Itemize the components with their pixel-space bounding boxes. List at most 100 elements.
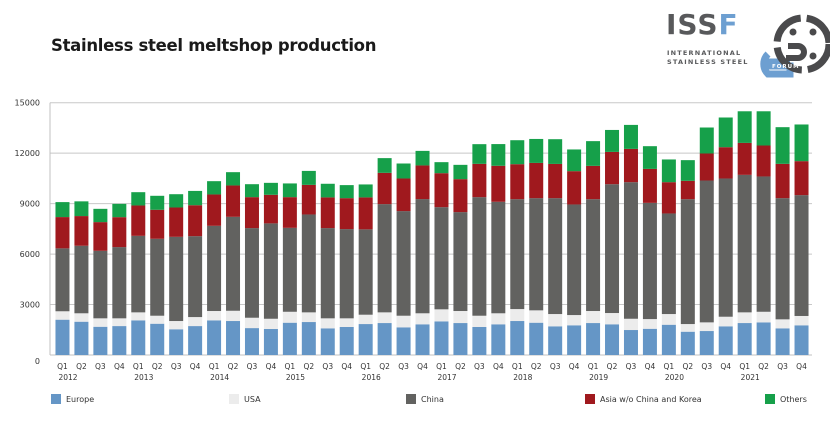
bar-segment-asia-w-o-china-and-korea [207, 194, 222, 226]
chart-legend: Europe USA China Asia w/o China and Korea Ot… [0, 394, 840, 414]
bar-segment-china [188, 236, 203, 318]
bar-segment-others [358, 184, 373, 198]
legend-label: USA [244, 394, 261, 404]
bar-segment-china [207, 225, 222, 312]
bar-segment-others [434, 162, 449, 174]
bar-segment-others [55, 202, 70, 218]
x-tick-label: Q4 [417, 362, 428, 371]
bar-segment-others [263, 182, 278, 195]
logo-line-1: INTERNATIONAL [667, 49, 742, 57]
bar-segment-europe [623, 330, 638, 355]
bar-segment-usa [244, 317, 259, 329]
bar-segment-europe [282, 322, 297, 355]
bar-segment-europe [415, 324, 430, 355]
bar-segment-asia-w-o-china-and-korea [188, 205, 203, 237]
bar-segment-asia-w-o-china-and-korea [396, 178, 411, 212]
bar-segment-europe [55, 319, 70, 355]
logo-line-2: STAINLESS STEEL [667, 58, 749, 66]
bar-segment-china [605, 184, 620, 314]
x-tick-label: Q1 [739, 362, 750, 371]
bar-segment-china [282, 227, 297, 312]
bar-segment-asia-w-o-china-and-korea [623, 148, 638, 183]
bar-segment-europe [188, 326, 203, 355]
bar-segment-usa [377, 312, 392, 324]
bar-segment-usa [131, 312, 146, 321]
bar-segment-others [169, 194, 184, 208]
bar-segment-usa [112, 318, 127, 327]
bar-segment-china [718, 178, 733, 317]
bar-segment-asia-w-o-china-and-korea [510, 164, 525, 200]
x-tick-label: Q2 [228, 362, 239, 371]
bar-segment-china [112, 247, 127, 319]
bar-segment-europe [529, 322, 544, 355]
bar-segment-usa [661, 314, 676, 325]
y-tick-label: 9000 [20, 200, 40, 209]
stacked-bar-chart: 0 3000 6000 9000 12000 15000 Q1 2012 Q2 Q3 Q4 Q1 201… [15, 99, 812, 382]
bar-segment-asia-w-o-china-and-korea [339, 198, 354, 230]
bar-segment-europe [301, 322, 316, 355]
x-tick-label: Q4 [266, 362, 277, 371]
bar-segment-europe [699, 331, 714, 355]
bar-segment-china [680, 199, 695, 325]
bar-segment-usa [586, 311, 601, 324]
bar-segment-usa [605, 313, 620, 325]
bar-segment-others [188, 190, 203, 206]
bar-segment-others [775, 127, 790, 164]
bar-segment-china [93, 250, 108, 319]
bar-segment-others [207, 181, 222, 195]
bar-segment-china [699, 180, 714, 323]
bar-segment-others [642, 146, 657, 169]
x-tick-label: Q1 [360, 362, 371, 371]
x-year-label: 2020 [665, 373, 684, 382]
bar-segment-usa [74, 313, 89, 322]
bar-segment-asia-w-o-china-and-korea [112, 217, 127, 248]
y-tick-label: 3000 [20, 301, 40, 310]
legend-label: Others [780, 394, 807, 404]
bar-segment-others [282, 183, 297, 198]
bar-segment-europe [320, 328, 335, 355]
legend-label: China [421, 394, 444, 404]
bar-segment-china [548, 198, 563, 315]
bar-segment-asia-w-o-china-and-korea [169, 207, 184, 237]
legend-item-others: Others [765, 394, 807, 404]
bar-segment-asia-w-o-china-and-korea [699, 153, 714, 181]
x-tick-label: Q3 [322, 362, 333, 371]
y-tick-label: 12000 [15, 149, 40, 158]
bar-segment-europe [510, 321, 525, 355]
bar-segment-others [131, 192, 146, 206]
bar-segment-china [472, 197, 487, 316]
bar-segment-usa [358, 314, 373, 325]
bar-segment-asia-w-o-china-and-korea [567, 171, 582, 205]
bar-segment-europe [207, 320, 222, 355]
x-tick-label: Q3 [550, 362, 561, 371]
logo-wordmark-text: ISSF [666, 8, 739, 41]
bar-segment-china [586, 199, 601, 312]
bar-segment-usa [226, 310, 241, 322]
bar-segment-asia-w-o-china-and-korea [605, 151, 620, 185]
bar-segment-china [244, 228, 259, 318]
x-tick-label: Q1 [512, 362, 523, 371]
x-tick-label: Q4 [493, 362, 504, 371]
bar-segment-others [794, 124, 809, 162]
bar-segment-europe [93, 326, 108, 355]
bar-segment-usa [680, 324, 695, 332]
bar-segment-asia-w-o-china-and-korea [472, 163, 487, 198]
x-tick-label: Q1 [664, 362, 675, 371]
x-tick-label: Q2 [379, 362, 390, 371]
bar-segment-china [358, 229, 373, 315]
bar-segment-asia-w-o-china-and-korea [244, 197, 259, 229]
bar-segment-europe [472, 326, 487, 355]
bar-segment-china [661, 213, 676, 315]
bar-segment-europe [169, 329, 184, 355]
legend-swatch [765, 394, 775, 404]
bar-segment-others [699, 127, 714, 154]
bar-segment-china [169, 236, 184, 322]
x-tick-label: Q2 [607, 362, 618, 371]
bar-segment-usa [756, 311, 771, 323]
bar-segment-asia-w-o-china-and-korea [263, 194, 278, 224]
bar-segment-europe [642, 328, 657, 355]
bar-segment-usa [434, 309, 449, 322]
bar-segment-asia-w-o-china-and-korea [74, 216, 89, 246]
bar-segment-usa [188, 317, 203, 327]
logo-wordmark-accent: F [718, 8, 739, 41]
